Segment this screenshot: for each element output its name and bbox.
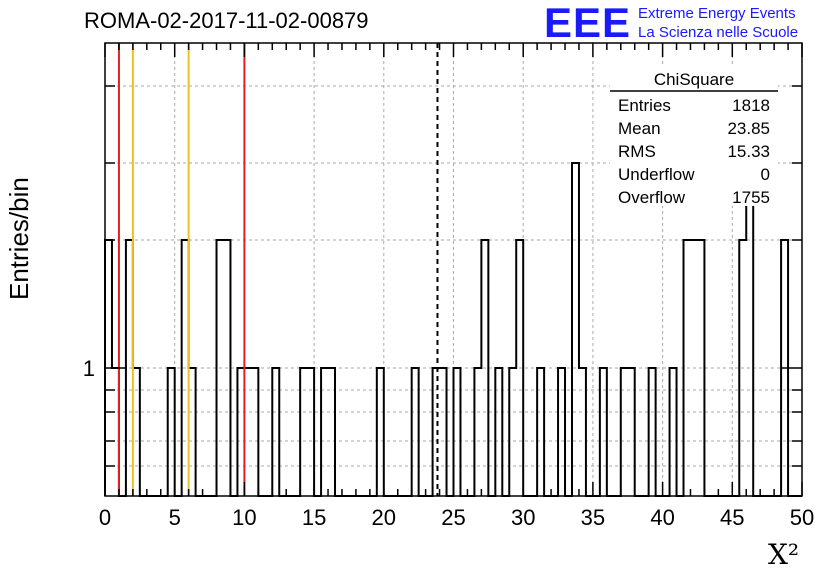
histogram-bar <box>516 240 523 496</box>
histogram-bar <box>697 240 704 496</box>
histogram-bar <box>433 368 440 496</box>
stats-value: 0 <box>761 165 770 184</box>
y-tick-label: 1 <box>83 356 95 381</box>
chart-title: ROMA-02-2017-11-02-00879 <box>84 8 369 33</box>
histogram-bar <box>237 368 244 496</box>
histogram-bar <box>649 368 656 496</box>
x-tick-label: 50 <box>790 505 814 530</box>
histogram-bar <box>328 368 335 496</box>
x-axis-label: X² <box>768 538 800 571</box>
logo-line-2: La Scienza nelle Scuole <box>638 24 799 41</box>
stats-value: 15.33 <box>727 142 770 161</box>
histogram-bar <box>377 368 384 496</box>
stats-label: Entries <box>618 96 671 115</box>
histogram-bar <box>133 368 140 496</box>
stats-label: RMS <box>618 142 656 161</box>
stats-value: 1818 <box>732 96 770 115</box>
stats-value: 1755 <box>732 188 770 206</box>
histogram-bar <box>182 240 189 496</box>
histogram-bar <box>474 368 481 496</box>
histogram-bar <box>168 368 175 496</box>
histogram-bar <box>272 368 279 496</box>
x-tick-label: 20 <box>372 505 396 530</box>
histogram-bar <box>670 368 677 496</box>
histogram-bar <box>189 368 196 496</box>
histogram-bar <box>537 368 544 496</box>
stats-name: ChiSquare <box>654 70 734 89</box>
histogram-bar <box>481 240 488 496</box>
x-tick-label: 30 <box>511 505 535 530</box>
logo-line-1: Extreme Energy Events <box>638 5 796 22</box>
histogram-bar <box>321 368 328 496</box>
y-axis: 1 <box>83 85 802 467</box>
histogram-bar <box>126 240 133 496</box>
x-tick-label: 25 <box>441 505 465 530</box>
x-tick-label: 35 <box>581 505 605 530</box>
y-axis-label: Entries/bin <box>4 177 34 300</box>
histogram-bar <box>746 163 753 496</box>
eee-logo-text: Extreme Energy Events La Scienza nelle S… <box>638 4 798 42</box>
histogram-bar <box>558 368 565 496</box>
histogram-bar <box>454 368 461 496</box>
x-tick-label: 45 <box>720 505 744 530</box>
histogram-bar <box>600 368 607 496</box>
histogram-bar <box>690 240 697 496</box>
stats-label: Underflow <box>618 165 695 184</box>
histogram-bar <box>217 240 224 496</box>
histogram-bar <box>495 368 502 496</box>
histogram-bar <box>440 368 447 496</box>
histogram-bar <box>628 368 635 496</box>
histogram-bar <box>739 240 746 496</box>
stats-value: 23.85 <box>727 119 770 138</box>
stats-rows: Entries 1818 Mean 23.85 RMS 15.33 Underflow 0 Ov… <box>618 96 770 206</box>
histogram-bar <box>244 368 251 496</box>
histogram-bar <box>223 240 230 496</box>
x-tick-label: 5 <box>169 505 181 530</box>
x-tick-label: 15 <box>302 505 326 530</box>
stats-label: Mean <box>618 119 661 138</box>
stats-box: ChiSquare Entries 1818 Mean 23.85 RMS 15.33 Un… <box>610 66 778 206</box>
histogram-bar <box>251 368 258 496</box>
histogram-bar <box>112 368 119 496</box>
x-tick-label: 10 <box>232 505 256 530</box>
stats-label: Overflow <box>618 188 686 206</box>
histogram-bar <box>300 368 307 496</box>
histogram-bar <box>621 368 628 496</box>
x-axis: 0 5 10 15 20 25 30 35 40 45 50 <box>99 43 814 530</box>
reference-lines <box>117 43 439 496</box>
x-tick-label: 0 <box>99 505 111 530</box>
x-tick-label: 40 <box>650 505 674 530</box>
histogram-bar <box>509 368 516 496</box>
histogram-bar <box>572 163 579 496</box>
histogram-bar <box>579 368 586 496</box>
histogram-bar <box>307 368 314 496</box>
histogram-bar <box>412 368 419 496</box>
histogram-bar <box>684 240 691 496</box>
eee-logo-mark: EEE <box>544 0 632 46</box>
